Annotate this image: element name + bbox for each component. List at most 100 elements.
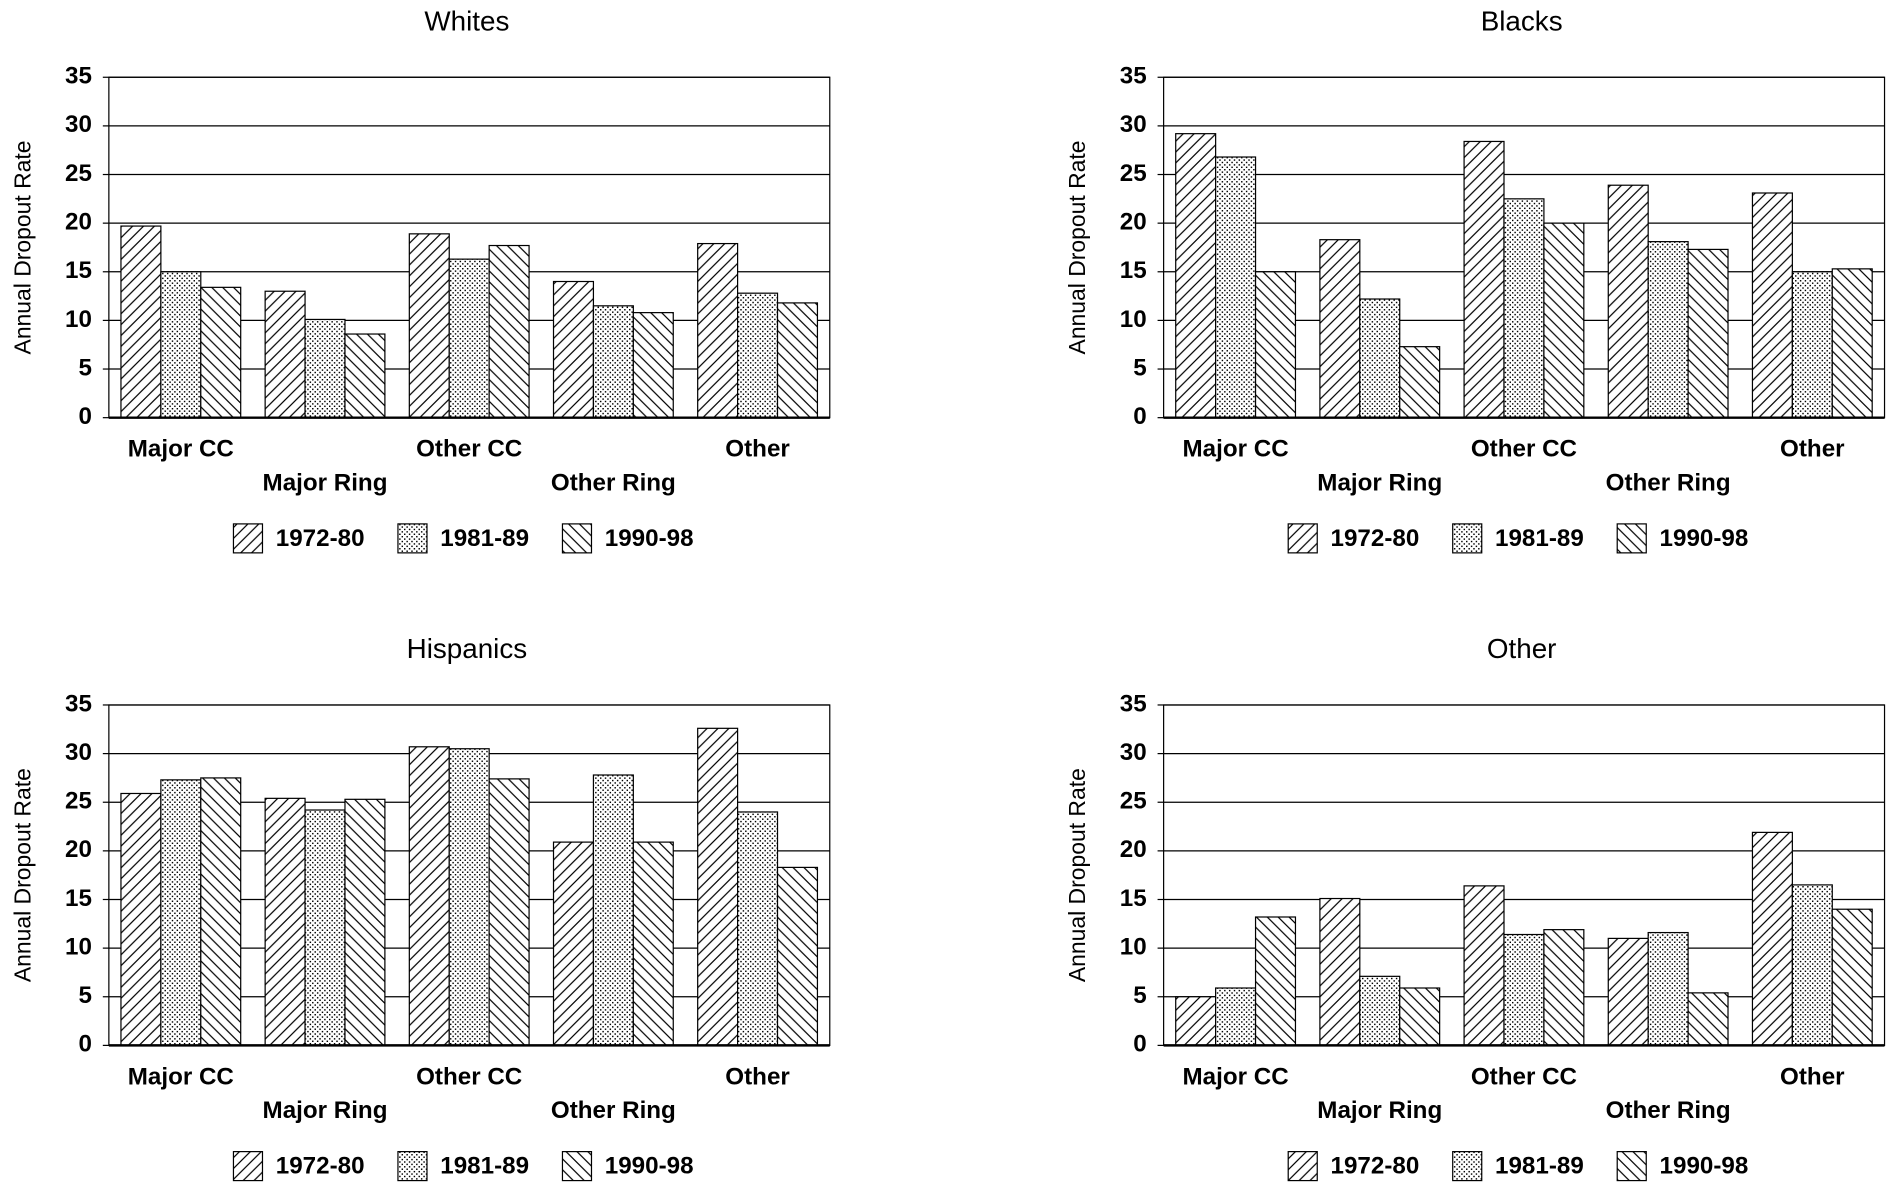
y-tick-label: 35 [65,690,92,717]
bar [344,333,386,419]
bar [697,242,739,419]
y-tick-label: 5 [78,982,91,1009]
x-tick-label: Other CC [1471,436,1577,463]
bar [1751,192,1793,419]
y-tick-label: 0 [78,403,91,430]
legend-swatch [397,1151,428,1182]
bar [1831,268,1873,419]
legend-swatch [1616,1151,1647,1182]
x-tick-label: Other CC [1471,1063,1577,1090]
x-tick-label: Major CC [128,436,234,463]
y-tick-label: 10 [65,934,92,961]
legend-swatch [1287,1151,1318,1182]
x-tick-label: Major CC [1183,1063,1289,1090]
legend-label: 1972-80 [1331,525,1420,552]
legend-swatch [561,523,593,554]
legend-label: 1990-98 [605,525,694,552]
x-tick-label: Other Ring [1606,1097,1731,1124]
bar [1543,222,1585,419]
chart-title: Other [1487,633,1557,664]
x-tick-label: Major Ring [263,1097,388,1124]
y-tick-label: 0 [1133,1031,1146,1058]
bar [408,233,450,419]
bar [264,290,306,419]
legend-label: 1981-89 [440,1153,529,1180]
bar [264,797,306,1046]
bar [1463,885,1505,1046]
bar [304,318,346,419]
bar [1359,975,1401,1046]
x-tick-label: Major Ring [1317,1097,1442,1124]
y-tick-label: 30 [65,111,92,138]
chart-panel: Whites Annual Dropout Rate 0 5 10 15 20 25 30 35 M… [9,5,831,554]
bar [632,312,674,419]
y-tick-label: 25 [1120,788,1147,815]
y-tick-label: 30 [1120,111,1147,138]
y-tick-label: 20 [1120,836,1147,863]
bar [1647,931,1689,1046]
legend-label: 1972-80 [1331,1153,1420,1180]
legend-label: 1981-89 [440,525,529,552]
y-tick-label: 30 [65,739,92,766]
x-tick-label: Major Ring [263,469,388,496]
y-tick-label: 0 [78,1031,91,1058]
bar [697,727,739,1046]
y-tick-label: 10 [1120,934,1147,961]
bar [1607,937,1649,1046]
y-tick-label: 20 [1120,209,1147,236]
bar [1791,271,1833,419]
legend-swatch [1616,523,1647,554]
chart-title: Hispanics [407,633,528,664]
y-tick-label: 25 [65,160,92,187]
x-tick-label: Other [1780,1063,1845,1090]
bar [1463,140,1505,419]
x-tick-label: Other Ring [551,469,676,496]
bar [1215,156,1257,419]
bar [1254,271,1297,419]
bar [488,778,530,1046]
y-tick-label: 5 [1133,982,1146,1009]
chart-title: Whites [424,5,509,36]
bar [1175,133,1217,419]
bar [304,809,346,1046]
y-tick-label: 35 [65,63,92,90]
legend-swatch [232,1151,264,1182]
y-tick-label: 15 [65,885,92,912]
x-tick-label: Major CC [1183,436,1289,463]
bar [1791,884,1833,1046]
bar [488,244,530,419]
bar [552,280,595,419]
bar [448,258,490,419]
bar [160,271,202,419]
chart-panel: Hispanics Annual Dropout Rate 0 5 10 15 20 25 30… [9,633,831,1182]
y-tick-label: 15 [1120,885,1147,912]
x-tick-label: Major Ring [1317,469,1442,496]
x-tick-label: Other CC [416,1063,522,1090]
bar [1687,992,1729,1046]
y-axis-label: Annual Dropout Rate [9,768,35,982]
y-tick-label: 25 [1120,160,1147,187]
y-tick-label: 0 [1133,403,1146,430]
bar [552,841,595,1046]
y-tick-label: 10 [1120,306,1147,333]
legend-label: 1981-89 [1495,525,1584,552]
legend-label: 1990-98 [1660,525,1749,552]
bar [120,225,162,419]
legend-label: 1990-98 [1660,1153,1749,1180]
bar [736,811,779,1046]
bar [776,302,819,419]
bar [448,748,490,1046]
bar [1319,897,1361,1046]
y-tick-label: 25 [65,788,92,815]
legend-swatch [1452,523,1483,554]
y-axis-label: Annual Dropout Rate [1064,140,1090,354]
bar [1607,184,1649,419]
bar [1359,298,1401,419]
bar [1751,831,1793,1046]
y-axis-label: Annual Dropout Rate [1064,768,1090,982]
bar [200,777,242,1046]
bar [160,779,202,1046]
bar [1215,987,1257,1046]
bar [1399,987,1441,1046]
x-tick-label: Other CC [416,436,522,463]
